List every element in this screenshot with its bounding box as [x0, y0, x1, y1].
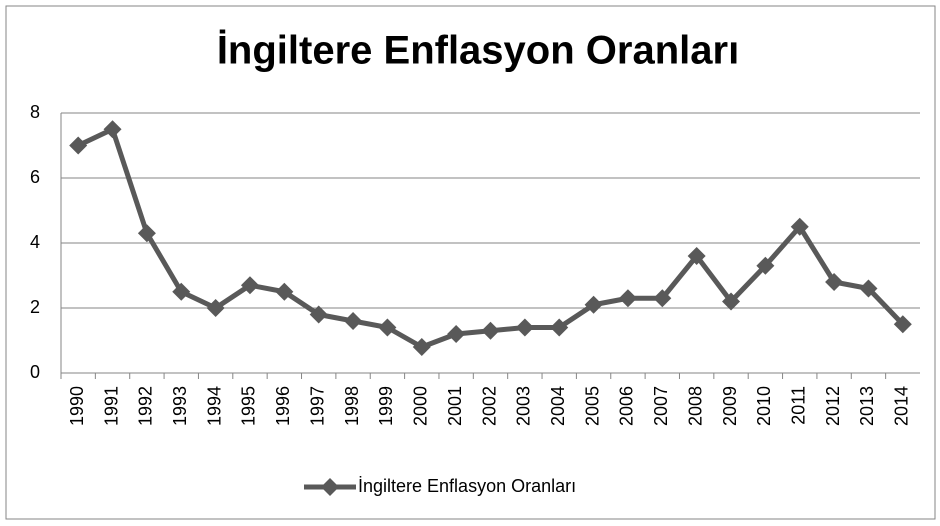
- marker: [756, 256, 775, 275]
- marker: [481, 321, 500, 340]
- marker: [515, 318, 534, 337]
- x-tick-label: 1991: [101, 386, 121, 426]
- x-tick-label: 2005: [582, 386, 602, 426]
- y-tick-label: 4: [30, 232, 40, 252]
- y-tick-label: 0: [30, 362, 40, 382]
- y-tick-label: 8: [30, 102, 40, 122]
- marker: [172, 282, 191, 301]
- marker: [722, 292, 741, 311]
- legend-label: İngiltere Enflasyon Oranları: [358, 476, 576, 496]
- x-tick-label: 2002: [479, 386, 499, 426]
- x-tick-label: 2003: [514, 386, 534, 426]
- marker: [206, 299, 225, 317]
- chart-title: İngiltere Enflasyon Oranları: [217, 29, 739, 73]
- x-tick-label: 2011: [788, 386, 808, 425]
- marker: [103, 120, 122, 139]
- marker: [550, 318, 569, 337]
- x-tick-label: 2014: [892, 386, 912, 426]
- x-tick-label: 1998: [342, 386, 362, 426]
- x-tick-label: 2009: [720, 386, 740, 426]
- x-tick-label: 2013: [857, 386, 877, 426]
- x-tick-label: 1997: [307, 386, 327, 426]
- marker: [859, 279, 878, 298]
- marker: [378, 318, 397, 337]
- marker: [447, 325, 466, 343]
- x-tick-label: 2001: [445, 386, 465, 426]
- x-tick-label: 1996: [273, 386, 293, 426]
- x-tick-label: 1990: [67, 386, 87, 426]
- x-tick-label: 1995: [239, 386, 259, 426]
- chart-border: [5, 5, 936, 520]
- x-tick-label: 2000: [411, 386, 431, 426]
- marker: [687, 247, 706, 265]
- x-tick-label: 2008: [685, 386, 705, 426]
- x-tick-label: 2007: [651, 386, 671, 426]
- marker: [825, 273, 844, 291]
- marker: [584, 295, 603, 314]
- y-tick-label: 6: [30, 167, 40, 187]
- marker: [69, 136, 88, 155]
- marker: [618, 289, 637, 308]
- marker: [240, 276, 259, 295]
- x-tick-label: 1992: [136, 386, 156, 426]
- x-tick-label: 2012: [823, 386, 843, 426]
- marker: [790, 217, 809, 236]
- marker: [137, 224, 156, 243]
- x-tick-label: 2004: [548, 386, 568, 426]
- x-tick-label: 2010: [754, 386, 774, 426]
- legend-marker: [321, 478, 339, 496]
- x-tick-label: 1999: [376, 386, 396, 426]
- marker: [893, 315, 912, 334]
- marker: [412, 338, 431, 356]
- marker: [275, 282, 294, 301]
- x-tick-label: 2006: [617, 386, 637, 426]
- marker: [344, 312, 363, 330]
- marker: [309, 305, 328, 324]
- x-tick-label: 1993: [170, 386, 190, 426]
- marker: [653, 289, 672, 308]
- x-tick-label: 1994: [204, 386, 224, 426]
- y-tick-label: 2: [30, 297, 40, 317]
